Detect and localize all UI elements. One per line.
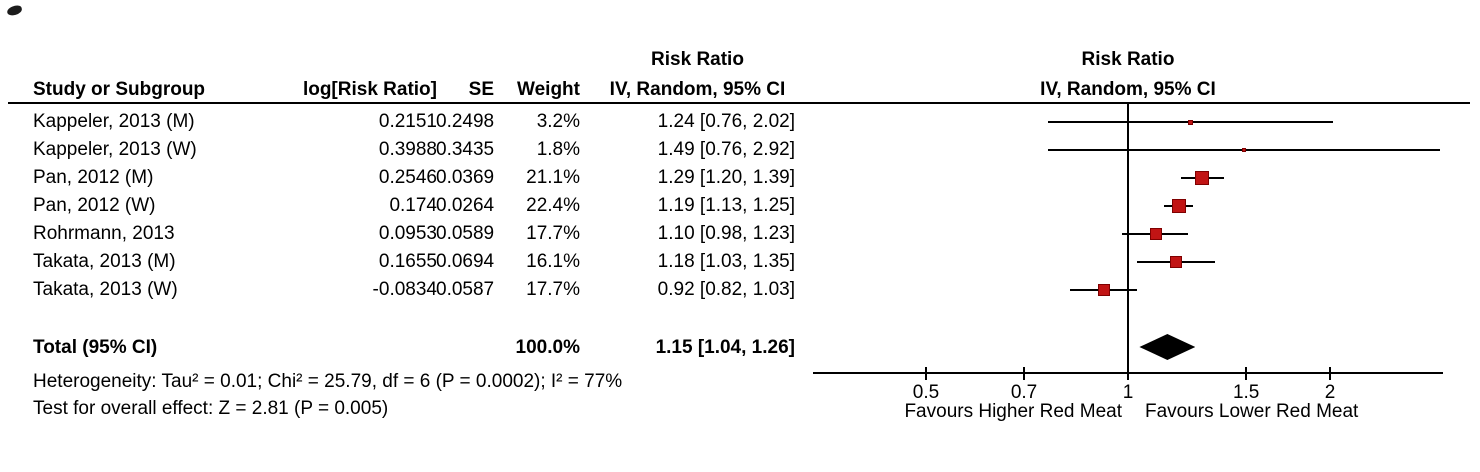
se-value: 0.0589 — [436, 223, 495, 244]
effect-marker — [1170, 256, 1183, 268]
header-log-risk-ratio: log[Risk Ratio] — [302, 79, 437, 100]
risk-ratio-ci-value: 1.49 [0.76, 2.92] — [657, 139, 795, 160]
axis-tick — [1328, 367, 1331, 380]
effect-marker — [1097, 284, 1110, 296]
axis-tick-label: 1.5 — [1232, 382, 1260, 403]
axis-tick — [1023, 367, 1026, 380]
axis-tick — [1245, 367, 1248, 380]
total-diamond — [1139, 334, 1196, 360]
log-risk-ratio-value: 0.1655 — [378, 251, 437, 272]
effect-marker — [1171, 199, 1186, 213]
total-label: Total (95% CI) — [33, 337, 158, 358]
study-name: Kappeler, 2013 (W) — [33, 139, 197, 160]
se-value: 0.3435 — [436, 139, 495, 160]
risk-ratio-ci-value: 1.10 [0.98, 1.23] — [657, 223, 795, 244]
header-se: SE — [468, 79, 494, 100]
axis-tick-label: 0.7 — [1010, 382, 1038, 403]
log-risk-ratio-value: 0.2546 — [378, 167, 437, 188]
risk-ratio-ci-value: 1.19 [1.13, 1.25] — [657, 195, 795, 216]
se-value: 0.0264 — [436, 195, 495, 216]
risk-ratio-ci-value: 0.92 [0.82, 1.03] — [657, 279, 795, 300]
log-risk-ratio-value: 0.2151 — [378, 111, 437, 132]
heterogeneity-stats: Heterogeneity: Tau² = 0.01; Chi² = 25.79… — [33, 371, 623, 392]
weight-value: 1.8% — [536, 139, 580, 160]
log-risk-ratio-value: 0.174 — [389, 195, 437, 216]
plot-header-method-ci: IV, Random, 95% CI — [1040, 79, 1216, 100]
plot-header-risk-ratio: Risk Ratio — [1081, 49, 1175, 70]
favours-left-label: Favours Higher Red Meat — [904, 401, 1122, 422]
header-weight: Weight — [517, 79, 580, 100]
log-risk-ratio-value: 0.0953 — [378, 223, 437, 244]
corner-artifact — [6, 4, 23, 17]
axis-tick-label: 0.5 — [912, 382, 940, 403]
weight-value: 22.4% — [526, 195, 580, 216]
total-ci-value: 1.15 [1.04, 1.26] — [655, 337, 795, 358]
weight-value: 16.1% — [526, 251, 580, 272]
se-value: 0.0369 — [436, 167, 495, 188]
header-study-or-subgroup: Study or Subgroup — [33, 79, 206, 100]
risk-ratio-ci-value: 1.24 [0.76, 2.02] — [657, 111, 795, 132]
risk-ratio-ci-value: 1.29 [1.20, 1.39] — [657, 167, 795, 188]
axis-tick-label: 1 — [1122, 382, 1134, 403]
log-risk-ratio-value: -0.0834 — [372, 279, 437, 300]
axis-tick-label: 2 — [1324, 382, 1336, 403]
header-rule — [8, 102, 1470, 104]
study-name: Pan, 2012 (M) — [33, 167, 154, 188]
log-risk-ratio-value: 0.3988 — [378, 139, 437, 160]
header-risk-ratio-column: Risk Ratio — [651, 49, 744, 70]
effect-marker — [1188, 119, 1194, 125]
no-effect-line — [1127, 104, 1129, 373]
weight-value: 17.7% — [526, 223, 580, 244]
study-name: Takata, 2013 (W) — [33, 279, 178, 300]
study-name: Kappeler, 2013 (M) — [33, 111, 195, 132]
weight-value: 21.1% — [526, 167, 580, 188]
effect-marker — [1242, 148, 1247, 152]
favours-right-label: Favours Lower Red Meat — [1145, 401, 1359, 422]
effect-marker — [1195, 171, 1210, 185]
axis-tick — [1127, 367, 1129, 380]
se-value: 0.0587 — [436, 279, 495, 300]
study-name: Pan, 2012 (W) — [33, 195, 156, 216]
overall-effect-stats: Test for overall effect: Z = 2.81 (P = 0… — [33, 398, 389, 419]
study-name: Rohrmann, 2013 — [33, 223, 175, 244]
header-method-ci: IV, Random, 95% CI — [609, 79, 786, 100]
weight-value: 17.7% — [526, 279, 580, 300]
se-value: 0.0694 — [436, 251, 495, 272]
study-name: Takata, 2013 (M) — [33, 251, 176, 272]
weight-value: 3.2% — [536, 111, 580, 132]
axis-tick — [925, 367, 927, 380]
total-weight: 100.0% — [515, 337, 580, 358]
se-value: 0.2498 — [436, 111, 495, 132]
risk-ratio-ci-value: 1.18 [1.03, 1.35] — [657, 251, 795, 272]
effect-marker — [1149, 228, 1162, 240]
